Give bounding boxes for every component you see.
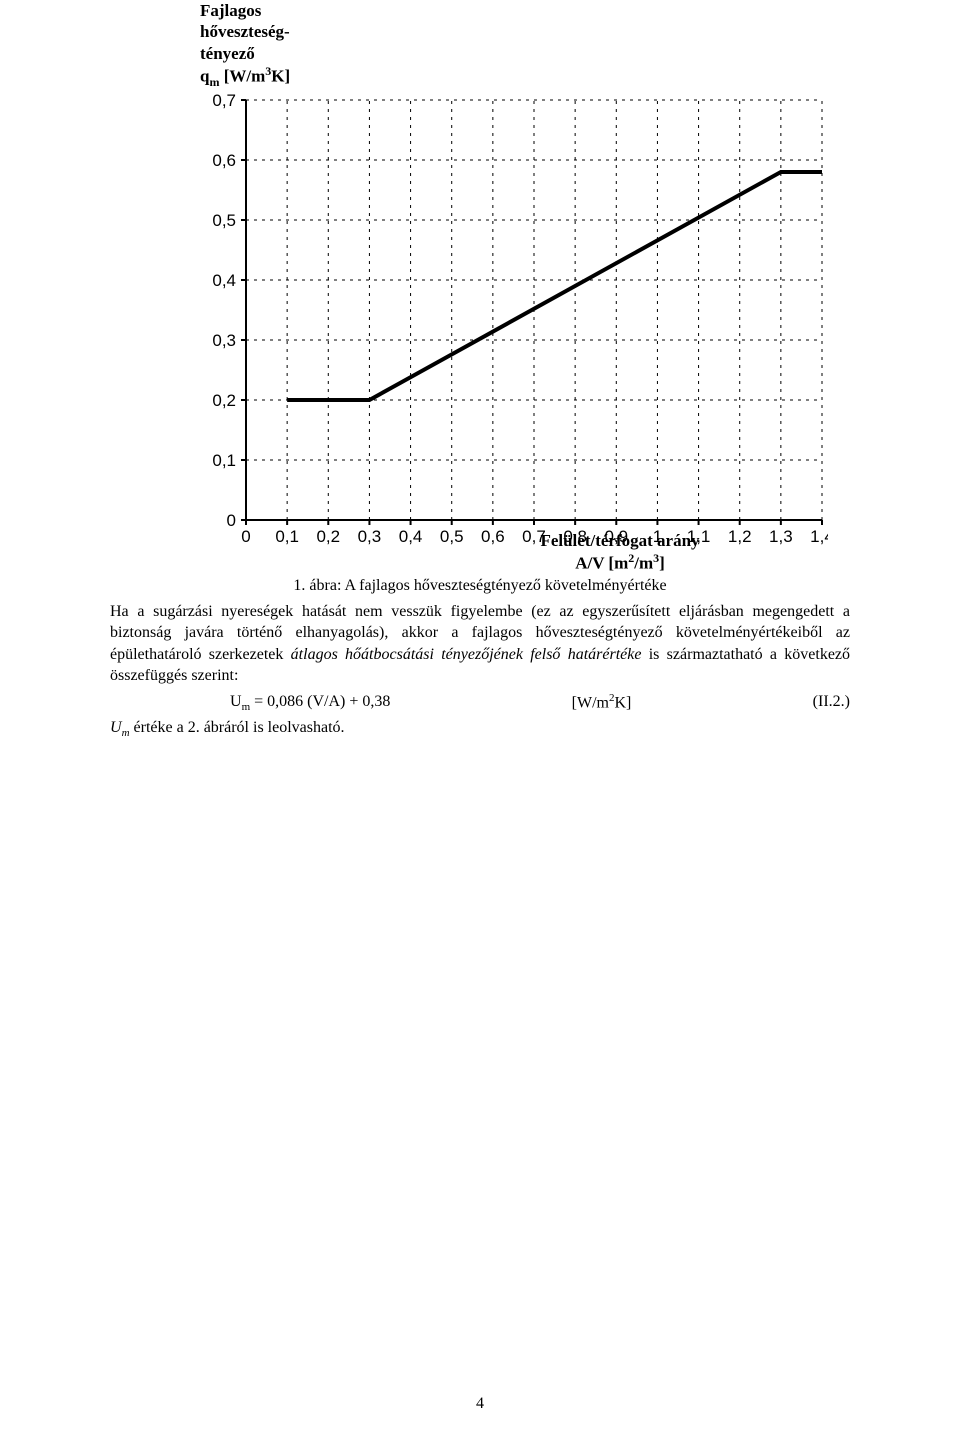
y-title-qsub: m	[209, 75, 219, 89]
svg-text:0,1: 0,1	[275, 527, 299, 546]
equation-number: (II.2.)	[813, 691, 850, 715]
y-title-l1: Fajlagos	[200, 1, 261, 20]
svg-text:0,4: 0,4	[399, 527, 423, 546]
eq-rest: = 0,086 (V/A) + 0,38	[250, 693, 390, 710]
x-title-mid: /m	[634, 554, 653, 573]
figure-caption: 1. ábra: A fajlagos hőveszteségtényező k…	[110, 575, 850, 597]
svg-text:0,5: 0,5	[212, 211, 236, 230]
chart-x-axis-title: Felület/térfogat arány A/V [m2/m3]	[470, 530, 770, 574]
svg-text:1,4: 1,4	[810, 527, 828, 546]
svg-text:0,3: 0,3	[358, 527, 382, 546]
y-title-l2: hőveszteség-	[200, 22, 290, 41]
svg-text:0,5: 0,5	[440, 527, 464, 546]
last-sub: m	[122, 727, 130, 739]
body-text: 1. ábra: A fajlagos hőveszteségtényező k…	[110, 575, 850, 745]
chart-container: 00,10,20,30,40,50,60,70,80,911,11,21,31,…	[200, 90, 828, 548]
paragraph-1: Ha a sugárzási nyereségek hatását nem ve…	[110, 601, 850, 687]
svg-text:0,3: 0,3	[212, 331, 236, 350]
equation-line: Um = 0,086 (V/A) + 0,38 [W/m2K] (II.2.)	[110, 691, 850, 715]
last-rest: értéke a 2. ábráról is leolvasható.	[130, 719, 345, 736]
svg-text:0,2: 0,2	[316, 527, 340, 546]
svg-text:0,4: 0,4	[212, 271, 236, 290]
page-number: 4	[0, 1395, 960, 1413]
paragraph-2: Um értéke a 2. ábráról is leolvasható.	[110, 717, 850, 741]
eq-unit-open: [W/m	[572, 694, 609, 711]
svg-text:0,2: 0,2	[212, 391, 236, 410]
svg-text:0,6: 0,6	[212, 151, 236, 170]
svg-text:0,1: 0,1	[212, 451, 236, 470]
para-italic: átlagos hőátbocsátási tényezőjének felső…	[291, 646, 642, 663]
x-title-line1: Felület/térfogat arány	[540, 531, 699, 550]
equation-unit: [W/m2K]	[572, 691, 632, 715]
svg-text:0,7: 0,7	[212, 91, 236, 110]
equation: Um = 0,086 (V/A) + 0,38	[110, 691, 390, 715]
y-title-unit-open: [W/m	[219, 66, 265, 85]
svg-text:1,3: 1,3	[769, 527, 793, 546]
eq-unit-close: K]	[615, 694, 632, 711]
line-chart: 00,10,20,30,40,50,60,70,80,911,11,21,31,…	[200, 90, 828, 548]
svg-text:0: 0	[227, 511, 236, 530]
y-title-unit-close: K]	[271, 66, 290, 85]
chart-y-axis-title: Fajlagos hőveszteség- tényező qm [W/m3K]	[200, 0, 290, 90]
eq-sub: m	[242, 701, 251, 713]
last-pre: U	[110, 719, 122, 736]
x-title-av: A/V [m	[575, 554, 628, 573]
svg-text:0: 0	[241, 527, 250, 546]
y-title-l3: tényező	[200, 44, 255, 63]
eq-U: U	[230, 693, 242, 710]
x-title-close: ]	[659, 554, 665, 573]
